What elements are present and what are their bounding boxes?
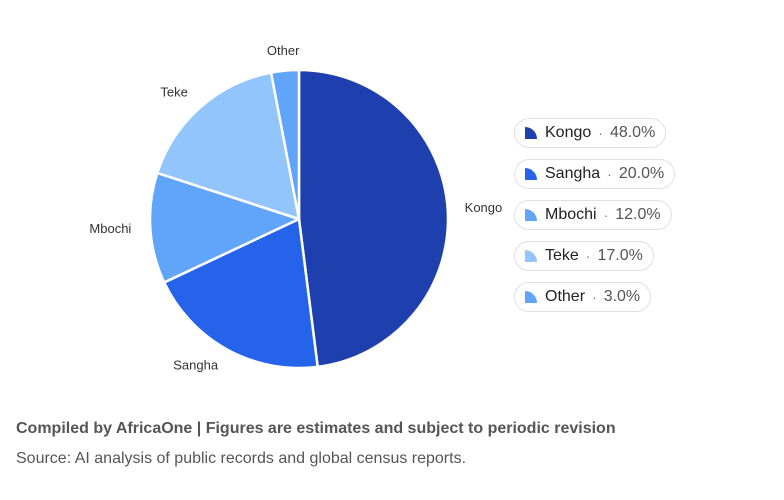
legend-swatch-icon	[525, 168, 537, 180]
pie-slices	[148, 68, 450, 370]
legend-swatch-icon	[525, 291, 537, 303]
legend-value: 3.0%	[603, 288, 641, 305]
legend-value: 20.0%	[618, 165, 665, 182]
legend-separator: ·	[592, 289, 597, 305]
pie-slice-sangha	[162, 217, 319, 370]
legend-value: 48.0%	[609, 124, 656, 141]
legend-swatch-icon	[525, 250, 537, 262]
legend-label: Teke	[545, 247, 579, 264]
pie-label-sangha: Sangha	[173, 358, 219, 373]
legend-swatch-icon	[525, 127, 537, 139]
legend-item-mbochi: Mbochi · 12.0%	[514, 200, 672, 230]
legend-label: Mbochi	[545, 206, 597, 223]
legend-label: Sangha	[545, 165, 601, 182]
pie-labels: Kongo Sangha Mbochi Teke Other	[89, 43, 502, 372]
pie-label-teke: Teke	[160, 84, 187, 99]
pie-label-other: Other	[267, 43, 300, 58]
footer-source: Source: AI analysis of public records an…	[16, 450, 467, 467]
pie-slice-teke	[156, 71, 301, 221]
legend-label: Other	[545, 288, 586, 305]
legend-item-sangha: Sangha · 20.0%	[514, 159, 676, 189]
footer-credit: Compiled by AfricaOne | Figures are esti…	[16, 420, 616, 437]
legend-separator: ·	[598, 125, 603, 141]
legend-label: Kongo	[545, 124, 592, 141]
pie-slice-kongo	[297, 68, 450, 369]
pie-label-mbochi: Mbochi	[89, 221, 131, 236]
pie-label-kongo: Kongo	[465, 200, 503, 215]
chart-legend: Kongo · 48.0% Sangha · 20.0% Mbochi · 12.0% Teke ·…	[514, 118, 676, 323]
legend-item-kongo: Kongo · 48.0%	[514, 118, 667, 148]
pie-slice-other	[269, 68, 301, 221]
legend-value: 17.0%	[597, 247, 643, 264]
legend-item-other: Other · 3.0%	[514, 282, 652, 312]
legend-item-teke: Teke · 17.0%	[514, 241, 654, 271]
chart-footer: Compiled by AfricaOne | Figures are esti…	[16, 420, 616, 468]
legend-separator: ·	[603, 207, 609, 223]
pie-slice-mbochi	[148, 171, 301, 284]
legend-separator: ·	[585, 248, 591, 264]
legend-separator: ·	[607, 166, 612, 182]
legend-swatch-icon	[525, 209, 537, 221]
legend-value: 12.0%	[615, 206, 661, 223]
